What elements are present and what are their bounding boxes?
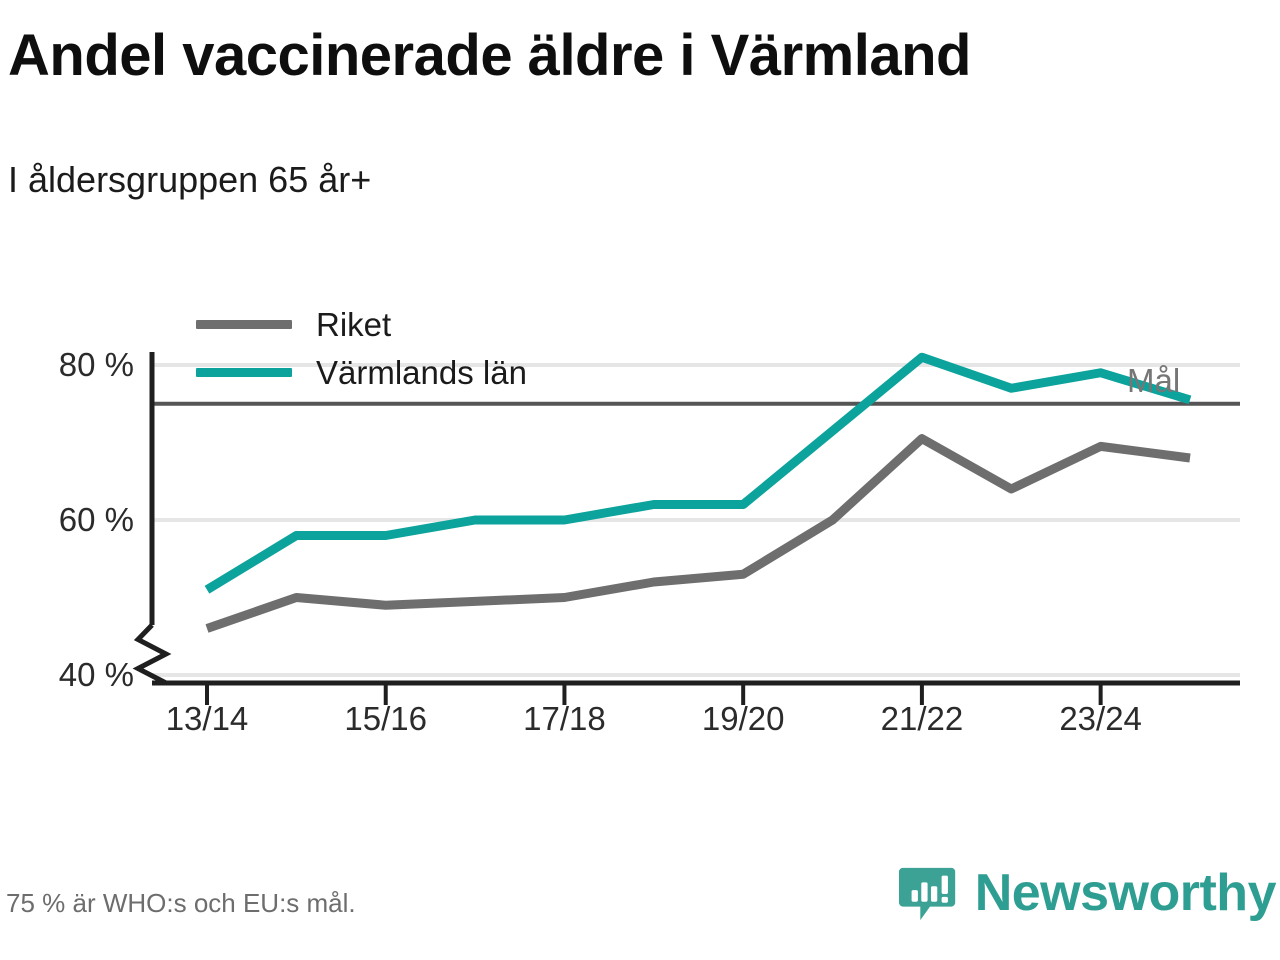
- brand-logo: Newsworthy: [898, 862, 1277, 924]
- series-line-riket: [205, 434, 1191, 633]
- x-axis-label-13-14: 13/14: [165, 700, 249, 737]
- chart-subtitle: I åldersgruppen 65 år+: [8, 159, 372, 200]
- chart-footnote: 75 % är WHO:s och EU:s mål.: [6, 888, 356, 918]
- y-axis-label-40: 40 %: [58, 656, 134, 693]
- series-line-v-rmlands-l-n: [204, 352, 1192, 594]
- x-axis-label-19-20: 19/20: [701, 700, 785, 737]
- chart-legend: Riket Värmlands län: [196, 300, 527, 396]
- goal-line-label: Mål: [1127, 362, 1181, 399]
- chart-header: Andel vaccinerade äldre i Värmland I åld…: [8, 23, 1272, 199]
- legend-label-varmlands-lan: Värmlands län: [316, 353, 527, 391]
- x-axis-label-21-22: 21/22: [880, 700, 964, 737]
- x-axis-label-23-24: 23/24: [1059, 700, 1142, 737]
- newsworthy-bubble-bars-icon: [898, 867, 955, 921]
- legend-item-riket[interactable]: Riket: [196, 300, 527, 348]
- legend-swatch-riket: [196, 319, 292, 329]
- legend-swatch-varmlands-lan: [196, 367, 292, 377]
- y-axis-label-80: 80 %: [58, 346, 134, 383]
- legend-item-varmlands-lan[interactable]: Värmlands län: [196, 348, 527, 396]
- y-axis-break-zigzag: [132, 623, 172, 686]
- x-axis-label-15-16: 15/16: [344, 700, 428, 737]
- brand-name: Newsworthy: [974, 864, 1277, 922]
- page-title: Andel vaccinerade äldre i Värmland: [8, 23, 971, 88]
- y-axis-label-60: 60 %: [58, 501, 134, 538]
- legend-label-riket: Riket: [316, 305, 392, 343]
- x-axis-label-17-18: 17/18: [523, 700, 606, 737]
